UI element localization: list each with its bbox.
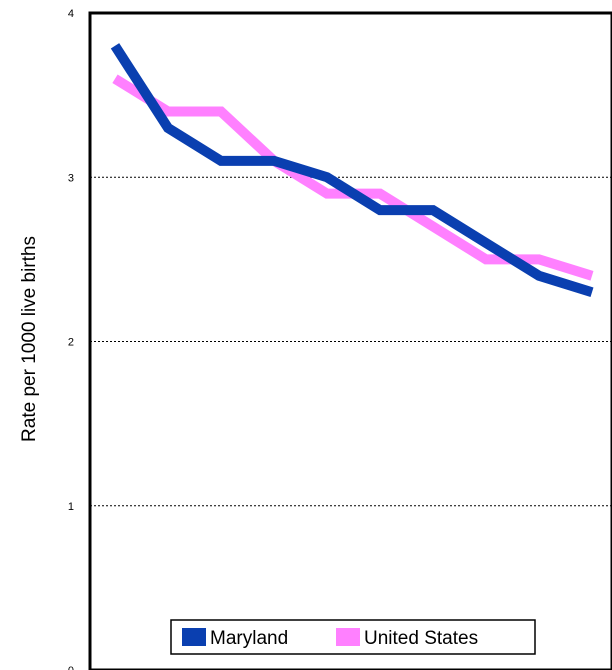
- series-line-maryland: [110, 43, 594, 298]
- y-tick-labels: 0 1 2 3 4: [68, 8, 74, 670]
- y-tick-label-2: 2: [68, 337, 74, 349]
- gridlines: [90, 176, 612, 507]
- y-tick-label-1: 1: [68, 501, 74, 513]
- series-lines: [110, 43, 594, 298]
- legend: Maryland United States: [170, 619, 536, 655]
- legend-swatch-united-states: [336, 628, 360, 646]
- plot-frame: [88, 11, 612, 670]
- legend-label-united-states: United States: [364, 628, 478, 649]
- y-tick-label-3: 3: [68, 172, 74, 184]
- y-tick-label-0: 0: [68, 665, 74, 670]
- y-axis-title: Rate per 1000 live births: [19, 236, 40, 442]
- legend-label-maryland: Maryland: [210, 628, 288, 649]
- legend-swatch-maryland: [182, 628, 206, 646]
- y-tick-label-4: 4: [68, 8, 74, 20]
